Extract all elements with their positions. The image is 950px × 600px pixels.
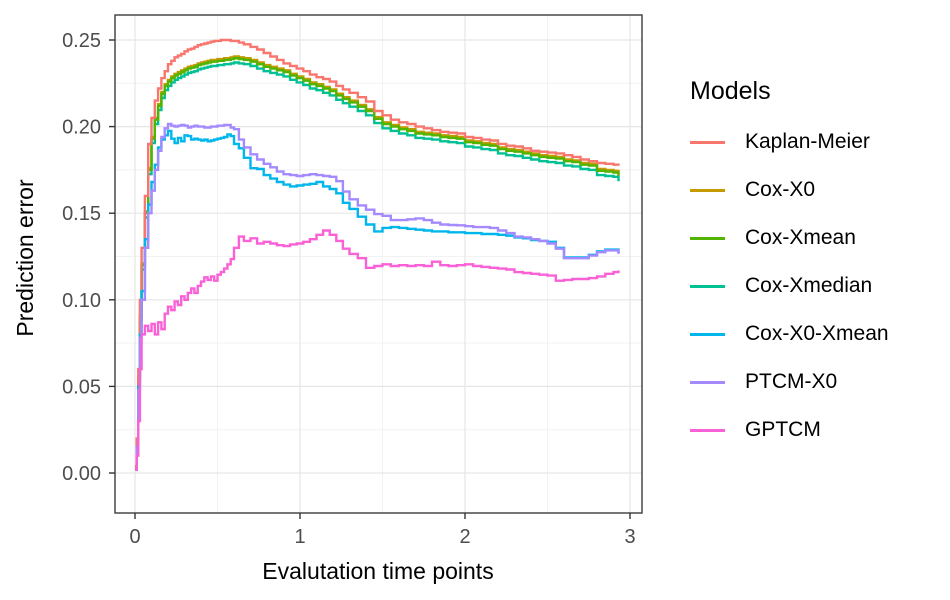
legend-item-label: Cox-X0-Xmean — [745, 322, 889, 345]
series-line-kaplan-meier — [135, 38, 620, 469]
legend-item-label: PTCM-X0 — [745, 370, 838, 393]
series-line-ptcm-x0 — [135, 122, 620, 471]
legend-key-line-ptcm-x0 — [690, 380, 725, 384]
legend-item-cox-xmean: Cox-Xmean — [690, 214, 889, 262]
legend-item-label: Cox-X0 — [745, 178, 816, 201]
legend-item-ptcm-x0: PTCM-X0 — [690, 358, 889, 406]
x-tick-label: 0 — [129, 526, 140, 548]
x-tick-label: 1 — [294, 526, 305, 548]
legend-item-gptcm: GPTCM — [690, 406, 889, 454]
legend-key-line-kaplan-meier — [690, 140, 725, 144]
y-tick-label: 0.10 — [62, 290, 101, 312]
y-tick-label: 0.20 — [62, 117, 101, 139]
panel-background — [115, 15, 642, 513]
y-tick-label: 0.05 — [62, 376, 101, 398]
legend-title: Models — [690, 77, 771, 105]
legend-item-kaplan-meier: Kaplan-Meier — [690, 118, 889, 166]
legend-item-cox-x0: Cox-X0 — [690, 166, 889, 214]
legend-key-line-cox-xmedian — [690, 284, 725, 288]
y-tick-label: 0.00 — [62, 463, 101, 485]
x-axis-title: Evalutation time points — [262, 558, 493, 584]
series-line-cox-x0-xmean — [135, 129, 620, 471]
legend-key-line-cox-xmean — [690, 236, 725, 240]
x-tick-label: 3 — [624, 526, 635, 548]
legend-item-label: Cox-Xmedian — [745, 274, 873, 297]
series-line-cox-xmedian — [135, 61, 620, 471]
legend-key-line-gptcm — [690, 428, 725, 432]
legend-item-label: Kaplan-Meier — [745, 130, 870, 153]
y-tick-label: 0.15 — [62, 203, 101, 225]
legend-item-cox-x0-xmean: Cox-X0-Xmean — [690, 310, 889, 358]
axis-layer: 0 1 2 3 0.00 0.05 0.10 0.15 0.20 0.25 — [62, 30, 636, 548]
y-axis-title: Prediction error — [12, 179, 38, 337]
legend-item-label: GPTCM — [745, 418, 821, 441]
series-line-gptcm — [135, 229, 620, 471]
panel-border — [114, 14, 643, 514]
legend-item-cox-xmedian: Cox-Xmedian — [690, 262, 889, 310]
series-line-cox-xmean — [135, 57, 620, 469]
legend: Models Kaplan-Meier Cox-X0 Cox-Xmean Cox-Xm… — [690, 76, 889, 454]
x-tick-label: 2 — [459, 526, 470, 548]
legend-item-label: Cox-Xmean — [745, 226, 856, 249]
legend-key-line-cox-x0-xmean — [690, 332, 725, 336]
legend-key-line-cox-x0 — [690, 188, 725, 192]
legend-items: Kaplan-Meier Cox-X0 Cox-Xmean Cox-Xmedian Co… — [690, 118, 889, 454]
y-tick-label: 0.25 — [62, 30, 101, 52]
series-layer — [135, 38, 620, 471]
